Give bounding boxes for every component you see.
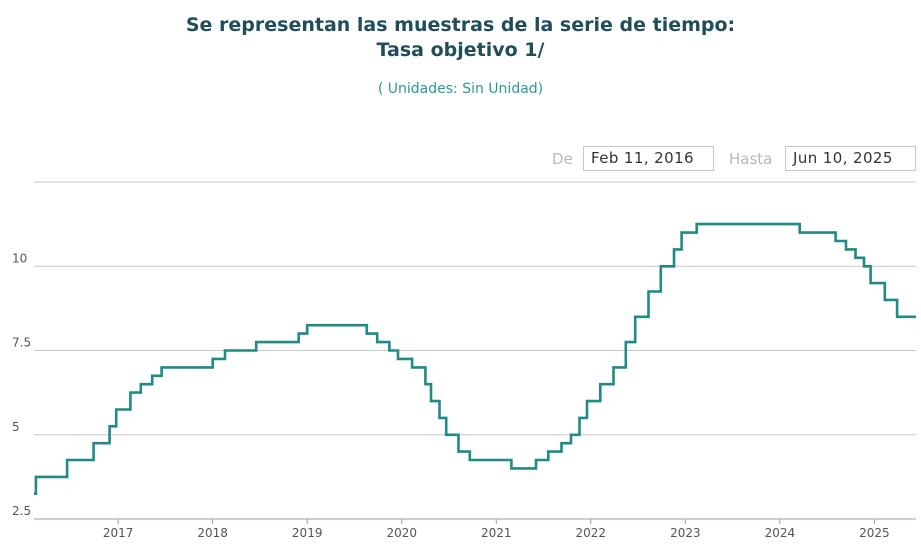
data-point — [430, 400, 433, 403]
units-label: ( Unidades: Sin Unidad) — [377, 81, 544, 97]
y-tick-label: 2.5 — [12, 504, 31, 518]
data-point — [510, 467, 513, 470]
data-point — [92, 442, 95, 445]
data-point — [151, 374, 154, 377]
x-tick-label: 2022 — [576, 526, 607, 540]
data-point — [411, 366, 414, 369]
gridlines — [34, 181, 916, 436]
data-point — [535, 459, 538, 462]
data-point — [108, 425, 111, 428]
data-point — [798, 231, 801, 234]
axes — [34, 518, 916, 524]
x-tick-label: 2018 — [197, 526, 228, 540]
data-point — [255, 341, 258, 344]
data-point — [845, 248, 848, 251]
y-tick-label: 7.5 — [12, 336, 31, 350]
x-tick-label: 2025 — [859, 526, 890, 540]
data-point — [33, 492, 36, 495]
chart-title-line1: Se representan las muestras de la serie … — [185, 14, 736, 36]
to-date-input[interactable]: Jun 10, 2025 — [785, 146, 916, 171]
y-tick-label: 5 — [12, 420, 20, 434]
x-tick-label: 2024 — [765, 526, 796, 540]
series-layer — [33, 222, 918, 495]
data-point — [863, 265, 866, 268]
data-point — [634, 316, 637, 319]
data-point — [211, 358, 214, 361]
data-point — [547, 450, 550, 453]
chart-title-line2: Tasa objetivo 1/ — [376, 39, 545, 61]
data-point — [578, 417, 581, 420]
data-point — [896, 316, 899, 319]
x-tick-label: 2019 — [292, 526, 323, 540]
data-point — [586, 400, 589, 403]
x-tick-label: 2023 — [670, 526, 701, 540]
y-tick-label: 10 — [12, 251, 27, 265]
data-point — [647, 290, 650, 293]
data-point — [854, 257, 857, 260]
data-point — [160, 366, 163, 369]
from-date-input[interactable]: Feb 11, 2016 — [583, 146, 714, 171]
data-point — [140, 383, 143, 386]
data-point — [469, 459, 472, 462]
data-point — [599, 383, 602, 386]
data-point — [115, 408, 118, 411]
x-tick-label: 2021 — [481, 526, 512, 540]
data-point — [306, 324, 309, 327]
data-point — [445, 433, 448, 436]
data-point — [365, 332, 368, 335]
data-point — [659, 265, 662, 268]
data-point — [834, 240, 837, 243]
data-point — [397, 358, 400, 361]
data-point — [869, 282, 872, 285]
to-label: Hasta — [729, 150, 773, 168]
data-point — [484, 459, 487, 462]
data-point — [570, 433, 573, 436]
data-point — [884, 299, 887, 302]
x-tick-label: 2017 — [103, 526, 134, 540]
from-label: De — [552, 150, 573, 168]
series-line — [34, 222, 916, 495]
data-point — [376, 341, 379, 344]
data-point — [560, 442, 563, 445]
data-point — [707, 223, 710, 226]
data-point — [129, 391, 132, 394]
data-point — [915, 316, 918, 319]
tick-labels: 2.5 5 7.5 10 2017 2018 2019 2020 2021 2022 2023 202… — [12, 251, 890, 540]
data-point — [438, 417, 441, 420]
data-point — [909, 316, 912, 319]
data-point — [457, 450, 460, 453]
data-point — [680, 231, 683, 234]
data-point — [612, 366, 615, 369]
data-point — [297, 332, 300, 335]
data-point — [388, 349, 391, 352]
data-point — [35, 476, 38, 479]
data-point — [424, 383, 427, 386]
data-point — [66, 459, 69, 462]
data-point — [224, 349, 227, 352]
data-point — [673, 248, 676, 251]
data-point — [695, 223, 698, 226]
x-tick-label: 2020 — [386, 526, 417, 540]
data-point — [624, 341, 627, 344]
